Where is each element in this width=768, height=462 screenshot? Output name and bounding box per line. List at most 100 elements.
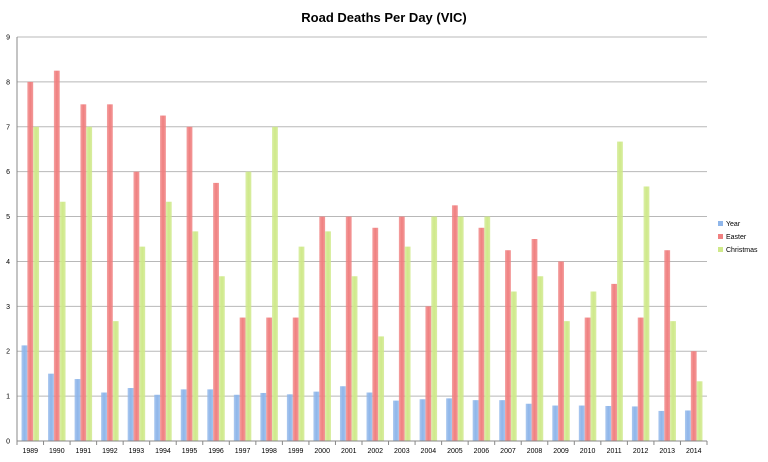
bar-christmas-2007 [510,291,517,441]
x-tick-label: 2002 [367,448,383,455]
bar-christmas-1991 [86,126,93,442]
bar-year-2005 [446,398,452,441]
x-tick-label: 1992 [102,448,118,455]
legend-label-christmas: Christmas [726,247,758,254]
bar-year-2011 [605,405,612,441]
gridlines [17,36,707,442]
x-tick-label: 2014 [686,448,702,455]
bar-christmas-2008 [537,276,544,441]
bar-easter-2013 [664,250,671,441]
x-tick-label: 2000 [314,448,330,455]
y-tick-label: 8 [6,79,10,86]
x-tick-label: 1993 [129,448,145,455]
legend: Year Easter Christmas [718,221,758,254]
bar-christmas-2010 [590,291,597,441]
bar-christmas-1990 [59,201,66,441]
bar-year-1995 [180,389,187,441]
bar-easter-1996 [213,182,219,441]
y-tick-label: 4 [6,259,10,266]
bar-christmas-2003 [404,246,411,441]
bar-christmas-1992 [112,321,119,441]
bar-year-2009 [552,405,559,441]
bar-year-2001 [339,386,346,441]
bar-year-1997 [233,394,240,441]
bar-year-2008 [525,403,532,441]
bar-year-1989 [21,345,28,441]
bar-christmas-2006 [484,216,491,441]
bar-easter-2000 [319,216,326,441]
legend-swatch-christmas [718,247,723,252]
bar-christmas-1989 [33,126,40,442]
x-tick-label: 2007 [500,448,516,455]
x-tick-label: 1996 [208,448,224,455]
bar-easter-2009 [558,261,564,441]
bar-easter-1991 [80,104,87,441]
x-tick-label: 2004 [421,448,437,455]
x-tick-label: 2006 [474,448,490,455]
bar-easter-2003 [398,216,405,441]
bar-easter-2004 [425,306,432,441]
bar-christmas-1995 [192,231,199,441]
bar-easter-2001 [345,216,352,441]
bar-easter-2010 [584,317,591,441]
bar-year-1999 [286,394,293,441]
x-tick-label: 2010 [580,448,596,455]
bar-easter-1989 [27,81,34,441]
bar-christmas-2014 [696,381,703,441]
bar-christmas-2012 [643,186,650,441]
bar-christmas-2002 [378,336,385,441]
bar-christmas-1996 [218,276,225,441]
legend-swatch-year [718,221,723,226]
bars [21,70,703,442]
y-tick-label: 7 [6,124,10,131]
x-tick-label: 1995 [182,448,198,455]
bar-year-1992 [101,392,107,441]
bar-year-2007 [499,400,506,441]
x-tick-label: 2003 [394,448,410,455]
bar-year-1990 [48,373,54,441]
chart-title: Road Deaths Per Day (VIC) [301,10,466,25]
bar-year-2003 [393,400,399,441]
bar-christmas-2011 [617,141,623,441]
bar-year-1994 [154,394,161,441]
x-tick-label: 1991 [76,448,92,455]
bar-christmas-1997 [245,171,252,441]
bar-christmas-1993 [139,246,146,441]
bar-christmas-2001 [351,276,358,441]
x-tick-label: 1999 [288,448,304,455]
bar-easter-2006 [478,227,485,441]
bar-christmas-2004 [431,216,438,441]
x-tick-label: 2012 [633,448,649,455]
bar-easter-2007 [505,250,511,441]
bar-year-2013 [658,410,665,441]
bar-easter-2012 [637,317,644,441]
x-tick-label: 2005 [447,448,463,455]
y-tick-label: 2 [6,349,10,356]
bar-christmas-1999 [298,246,305,441]
x-tick-label: 1994 [155,448,171,455]
y-tick-label: 0 [6,439,10,446]
bar-easter-1994 [160,115,166,442]
bar-year-2000 [313,391,320,441]
bar-christmas-1998 [272,126,278,442]
y-tick-label: 6 [6,169,10,176]
y-tick-label: 9 [6,35,10,42]
bar-easter-1997 [239,317,246,441]
bar-easter-2005 [451,205,458,441]
bar-christmas-2009 [563,321,570,441]
bar-easter-1990 [53,70,60,442]
bar-year-2014 [684,410,691,441]
x-tick-label: 2001 [341,448,357,455]
bar-christmas-2000 [325,231,331,441]
bar-easter-1998 [266,317,273,441]
x-tick-label: 2009 [553,448,569,455]
bar-easter-1992 [106,104,113,441]
bar-year-2012 [631,406,638,441]
y-tick-label: 3 [6,304,10,311]
bar-christmas-2005 [457,216,464,441]
bar-year-1991 [74,379,81,441]
bar-easter-2002 [372,227,379,441]
bar-easter-1993 [133,171,140,441]
